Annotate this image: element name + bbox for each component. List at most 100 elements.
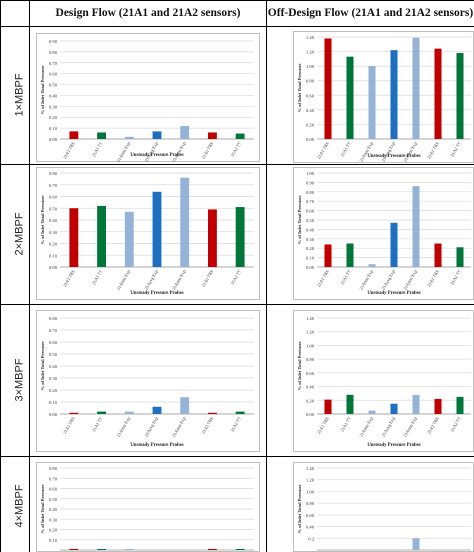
y-tick-label: 0.40 [306, 385, 315, 390]
y-tick-label: 1.40 [306, 35, 315, 40]
table-column-divider [266, 0, 267, 552]
y-tick-label: 0.80 [49, 466, 58, 471]
x-axis-label: Unsteady Pressure Probes [130, 291, 183, 296]
y-tick-label: 0.50 [49, 352, 58, 357]
y-tick-label: 0.70 [49, 476, 58, 481]
y-tick-label: 0.30 [306, 237, 315, 242]
chart-offdesign-4x: 0.2 0.40 0.60 0.80 1.00 1.20 1.40 % of Inlet To… [293, 462, 474, 552]
y-tick-label: 0.60 [306, 513, 315, 518]
y-tick-label: 0.40 [306, 525, 315, 530]
x-axis-label: Unsteady Pressure Probes [130, 443, 183, 448]
y-tick-label: 0.70 [49, 328, 58, 333]
y-tick-label: 0.80 [306, 190, 315, 195]
bar-6 [434, 48, 442, 139]
table-row-divider [0, 164, 474, 165]
offdesign-flow-header: Off-Design Flow (21A1 and 21A2 sensors) [267, 7, 474, 19]
y-tick-label: 0.70 [49, 183, 58, 188]
chart-offdesign-1x: 0.00 0.20 0.40 0.60 0.80 1.00 1.20 1.40 % of Inl… [293, 31, 474, 163]
chart-offdesign-2x: 0.00 0.10 0.20 0.30 0.40 0.50 0.60 0.70 0.80 0.90… [293, 167, 474, 300]
bar-7 [456, 396, 464, 414]
bar-5 [412, 538, 420, 550]
bar-1 [324, 399, 332, 414]
y-tick-label: 0.30 [49, 376, 58, 381]
table-border-top [0, 0, 474, 1]
bar-4 [390, 50, 398, 139]
bar-7 [456, 53, 464, 139]
bar-4 [390, 403, 398, 414]
y-axis-label: % of Inlet Total Pressure [40, 65, 45, 114]
bar-4 [152, 406, 162, 414]
y-tick-label: 0.40 [306, 108, 315, 113]
y-tick-label: 0.40 [49, 507, 58, 512]
chart-frame [293, 167, 474, 300]
bar-4 [152, 131, 162, 139]
bar-3 [368, 264, 376, 267]
bar-6 [207, 548, 217, 550]
bar-7 [235, 207, 245, 267]
bar-4 [152, 191, 162, 267]
y-tick-label: 0.50 [306, 218, 315, 223]
y-tick-label: 1.40 [306, 466, 315, 471]
y-tick-label: 0.50 [49, 83, 58, 88]
chart-design-2x: 0.00 0.10 0.20 0.30 0.40 0.50 0.60 0.70 0.80 % of… [36, 167, 260, 300]
y-axis-label: % of Inlet Total Pressure [297, 195, 302, 244]
bar-2 [346, 56, 354, 139]
y-axis-label: % of Inlet Total Pressure [297, 341, 302, 390]
y-tick-label: 0.00 [49, 412, 58, 417]
y-tick-label: 0.10 [49, 126, 58, 131]
y-tick-label: 0.10 [49, 253, 58, 258]
bar-6 [207, 209, 217, 267]
bar-3 [368, 410, 376, 414]
y-tick-label: 0.80 [306, 357, 315, 362]
y-tick-label: 0.00 [306, 412, 315, 417]
y-tick-label: 0.20 [49, 388, 58, 393]
y-tick-label: 0.2 [308, 536, 314, 541]
bar-1 [324, 244, 332, 267]
y-tick-label: 0.20 [49, 528, 58, 533]
y-tick-label: 0.00 [49, 265, 58, 270]
y-tick-label: 0.90 [49, 39, 58, 44]
bar-5 [412, 186, 420, 267]
y-tick-label: 0.50 [49, 206, 58, 211]
y-tick-label: 0.40 [49, 218, 58, 223]
y-tick-label: 0.60 [306, 93, 315, 98]
y-axis-label: % of Inlet Total Pressure [297, 484, 302, 533]
bar-3 [368, 66, 376, 139]
chart-frame [36, 462, 260, 552]
y-tick-label: 0.00 [306, 265, 315, 270]
bar-2 [346, 243, 354, 267]
y-tick-label: 0.80 [306, 501, 315, 506]
bar-1 [69, 548, 79, 550]
y-tick-label: 0.20 [49, 115, 58, 120]
bar-7 [235, 548, 245, 550]
y-tick-label: 0.00 [49, 137, 58, 142]
chart-frame [36, 33, 260, 162]
bar-2 [97, 548, 107, 550]
y-axis-label: % of Inlet Total Pressure [40, 484, 45, 533]
y-tick-label: 1.20 [306, 330, 315, 335]
table-row-divider [0, 456, 474, 457]
bar-2 [97, 411, 107, 414]
y-tick-label: 1.20 [306, 50, 315, 55]
bar-3 [124, 211, 134, 267]
bar-5 [180, 177, 190, 267]
y-tick-label: 0.40 [49, 93, 58, 98]
chart-design-4x: 0.10 0.20 0.30 0.40 0.50 0.60 0.70 0.80 % of Inl… [36, 462, 260, 552]
y-tick-label: 0.70 [306, 199, 315, 204]
y-tick-label: 0.80 [306, 79, 315, 84]
bar-5 [412, 394, 420, 414]
bar-3 [124, 411, 134, 414]
y-tick-label: 1.20 [306, 478, 315, 483]
y-tick-label: 1.40 [306, 316, 315, 321]
y-tick-label: 0.50 [49, 497, 58, 502]
y-tick-label: 1.00 [306, 171, 315, 176]
table-header-divider [0, 26, 474, 27]
y-tick-label: 0.00 [306, 137, 315, 142]
design-flow-header: Design Flow (21A1 and 21A2 sensors) [55, 7, 241, 19]
bar-1 [69, 131, 79, 139]
y-tick-label: 0.30 [49, 230, 58, 235]
y-tick-label: 0.30 [49, 104, 58, 109]
row-label-3x: 3×MBPF [13, 358, 26, 402]
bar-3 [124, 136, 134, 139]
x-axis-label: Unsteady Pressure Probes [367, 291, 420, 296]
